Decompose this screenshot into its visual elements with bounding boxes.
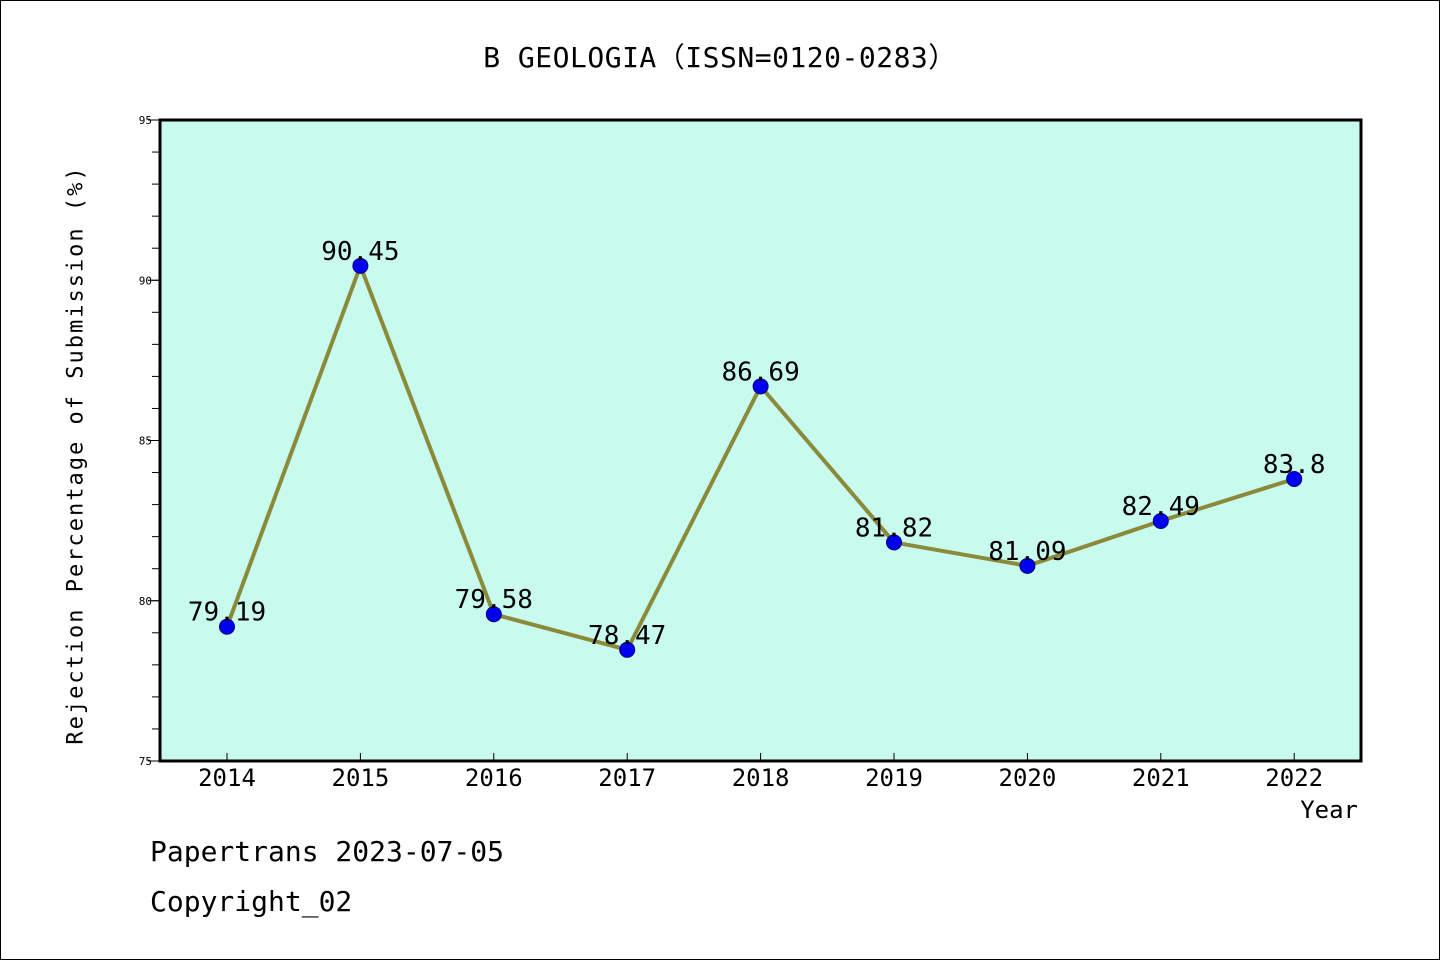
y-tick-label: 90 — [139, 274, 152, 287]
x-tick-label: 2015 — [332, 764, 390, 792]
data-label: 81.82 — [855, 513, 933, 543]
data-label: 79.58 — [455, 585, 533, 615]
data-point — [219, 618, 235, 635]
data-point — [752, 378, 769, 395]
x-axis-ticks: 2014 2015 2016 2017 2018 2019 2020 2021 2022 — [198, 753, 1323, 792]
data-label: 86.69 — [721, 357, 799, 387]
data-label: 78.47 — [588, 621, 666, 651]
x-tick-label: 2019 — [865, 764, 923, 792]
data-point — [1019, 557, 1036, 574]
plot-area — [160, 120, 1361, 761]
y-tick-label: 75 — [139, 755, 152, 768]
data-label: 79.19 — [188, 598, 266, 628]
y-axis-label: Rejection Percentage of Submission (%) — [63, 165, 89, 745]
y-axis-ticks: 75 80 85 90 95 — [139, 114, 160, 768]
data-point — [1152, 512, 1169, 529]
data-labels: 79.19 90.45 79.58 78.47 86.69 81.82 81.09 82.49… — [188, 237, 1326, 651]
data-label: 83.8 — [1263, 450, 1326, 480]
footer-date: Papertrans 2023-07-05 — [150, 835, 505, 868]
chart-title: B GEOLOGIA（ISSN=0120-0283） — [483, 41, 957, 74]
data-point — [1286, 470, 1303, 487]
x-tick-label: 2022 — [1265, 764, 1323, 792]
x-tick-label: 2014 — [198, 764, 256, 792]
data-label: 90.45 — [321, 237, 399, 267]
plot-border — [158, 118, 1363, 763]
x-tick-label: 2020 — [999, 764, 1057, 792]
x-tick-label: 2016 — [465, 764, 523, 792]
y-tick-label: 80 — [139, 595, 152, 608]
y-tick-label: 95 — [139, 114, 152, 127]
x-tick-label: 2018 — [732, 764, 790, 792]
data-point — [352, 257, 369, 274]
footer-copyright: Copyright_02 — [150, 885, 353, 918]
x-tick-label: 2021 — [1132, 764, 1190, 792]
data-label: 82.49 — [1122, 492, 1200, 522]
x-tick-label: 2017 — [598, 764, 656, 792]
data-point — [886, 534, 902, 551]
data-point — [485, 606, 502, 623]
data-label: 81.09 — [988, 537, 1066, 567]
data-point — [619, 641, 636, 658]
y-tick-label: 85 — [139, 435, 152, 448]
data-markers — [219, 257, 1303, 658]
x-axis-label: Year — [1300, 796, 1358, 824]
